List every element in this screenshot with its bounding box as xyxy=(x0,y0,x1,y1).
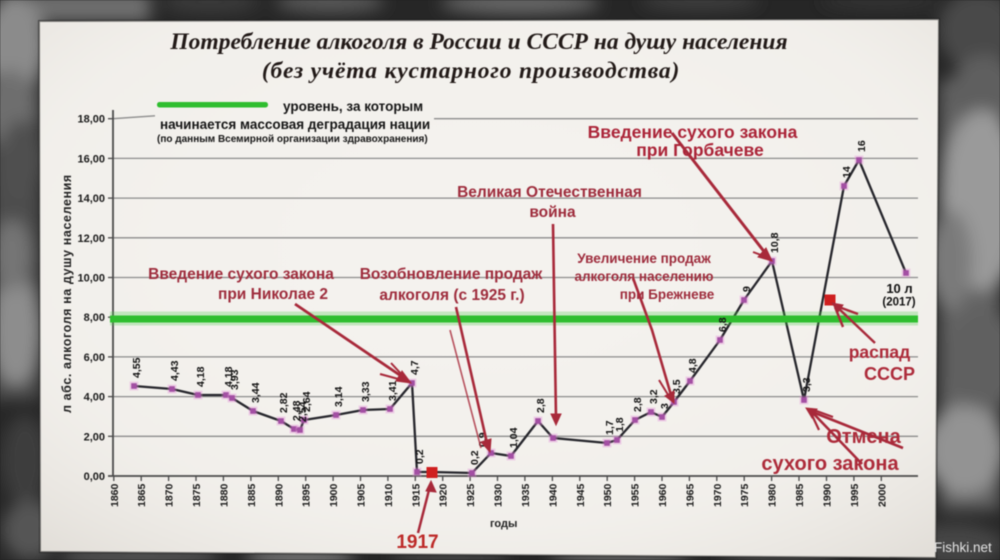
svg-text:4,43: 4,43 xyxy=(169,360,181,381)
svg-text:3,2: 3,2 xyxy=(648,389,660,404)
svg-text:уровень, за которым: уровень, за которым xyxy=(283,99,423,114)
svg-text:1917: 1917 xyxy=(396,532,438,553)
svg-text:6,8: 6,8 xyxy=(717,317,729,332)
svg-text:1870: 1870 xyxy=(164,483,176,507)
svg-text:годы: годы xyxy=(490,518,517,530)
svg-text:4,8: 4,8 xyxy=(687,358,699,373)
svg-text:Потребление алкоголя в России: Потребление алкоголя в России и СССР на … xyxy=(169,29,787,55)
svg-text:Fishki.net: Fishki.net xyxy=(934,540,992,555)
svg-text:4,18: 4,18 xyxy=(223,366,235,387)
svg-text:1975: 1975 xyxy=(739,483,751,507)
svg-text:1930: 1930 xyxy=(493,483,505,507)
svg-text:алкоголя (с 1925 г.): алкоголя (с 1925 г.) xyxy=(379,287,524,304)
svg-text:3,33: 3,33 xyxy=(360,381,372,402)
svg-text:(без учёта кустарного производ: (без учёта кустарного производства) xyxy=(262,58,680,84)
svg-text:18,00: 18,00 xyxy=(77,114,105,126)
svg-text:Великая Отечественная: Великая Отечественная xyxy=(457,184,642,201)
svg-text:9: 9 xyxy=(741,286,753,292)
svg-text:(по данным Всемирной организац: (по данным Всемирной организации здравох… xyxy=(157,134,428,145)
svg-text:3,41: 3,41 xyxy=(387,380,399,401)
svg-text:6,00: 6,00 xyxy=(84,352,105,364)
svg-text:2,48: 2,48 xyxy=(291,400,303,421)
svg-text:3: 3 xyxy=(659,403,671,409)
svg-text:0,00: 0,00 xyxy=(84,471,105,483)
svg-text:4,00: 4,00 xyxy=(84,392,105,404)
svg-text:война: война xyxy=(529,204,576,221)
svg-text:2000: 2000 xyxy=(876,483,888,507)
svg-text:16: 16 xyxy=(856,140,868,152)
svg-text:2,82: 2,82 xyxy=(278,392,290,413)
svg-text:1915: 1915 xyxy=(410,483,422,507)
svg-text:3,14: 3,14 xyxy=(333,386,345,407)
svg-text:14: 14 xyxy=(841,166,853,178)
svg-text:1,8: 1,8 xyxy=(614,417,626,432)
svg-text:1885: 1885 xyxy=(246,483,258,507)
svg-text:1910: 1910 xyxy=(383,483,395,507)
svg-text:1890: 1890 xyxy=(273,483,285,507)
svg-text:4,7: 4,7 xyxy=(409,360,421,375)
svg-text:1980: 1980 xyxy=(767,483,779,507)
svg-text:1900: 1900 xyxy=(328,483,340,507)
svg-text:(2017): (2017) xyxy=(882,297,915,309)
svg-text:1950: 1950 xyxy=(602,483,614,507)
svg-text:1940: 1940 xyxy=(547,483,559,507)
svg-text:0,2: 0,2 xyxy=(414,449,426,464)
svg-text:1985: 1985 xyxy=(794,483,806,507)
svg-text:8,00: 8,00 xyxy=(84,312,105,324)
svg-text:1960: 1960 xyxy=(657,483,669,507)
svg-text:1880: 1880 xyxy=(218,483,230,507)
svg-text:1945: 1945 xyxy=(575,483,587,507)
svg-text:Отмена: Отмена xyxy=(826,426,901,448)
svg-text:1935: 1935 xyxy=(520,483,532,507)
svg-text:1965: 1965 xyxy=(684,483,696,507)
svg-text:2,8: 2,8 xyxy=(632,397,644,412)
svg-text:3,5: 3,5 xyxy=(671,379,683,394)
svg-text:16,00: 16,00 xyxy=(77,153,105,165)
svg-text:при Горбачеве: при Горбачеве xyxy=(636,140,764,160)
svg-text:алкоголя населению: алкоголя населению xyxy=(574,269,713,284)
svg-text:сухого закона: сухого закона xyxy=(761,453,899,475)
svg-text:1925: 1925 xyxy=(465,483,477,507)
svg-text:14,00: 14,00 xyxy=(77,193,105,205)
svg-text:1955: 1955 xyxy=(630,483,642,507)
svg-text:Введение сухого закона: Введение сухого закона xyxy=(148,266,334,283)
svg-text:4,55: 4,55 xyxy=(131,357,143,378)
svg-text:СССР: СССР xyxy=(864,364,915,384)
svg-text:3,44: 3,44 xyxy=(250,382,262,403)
svg-text:1995: 1995 xyxy=(849,483,861,507)
svg-text:0,2: 0,2 xyxy=(469,450,481,465)
svg-text:2,8: 2,8 xyxy=(535,398,547,413)
svg-text:1905: 1905 xyxy=(356,483,368,507)
svg-text:л абс. алкоголя на душу населе: л абс. алкоголя на душу населения xyxy=(60,174,74,413)
svg-text:2,54: 2,54 xyxy=(297,401,309,422)
svg-text:3,93: 3,93 xyxy=(229,369,241,390)
svg-text:2,00: 2,00 xyxy=(84,431,105,443)
svg-text:распад: распад xyxy=(849,342,911,362)
svg-text:начинается массовая деградация: начинается массовая деградация нации xyxy=(160,117,430,132)
svg-text:10,8: 10,8 xyxy=(769,232,781,253)
svg-text:1860: 1860 xyxy=(109,483,121,507)
svg-text:Введение сухого закона: Введение сухого закона xyxy=(588,122,798,142)
svg-text:1920: 1920 xyxy=(438,483,450,507)
svg-text:1,04: 1,04 xyxy=(508,427,520,448)
svg-text:при Брежневе: при Брежневе xyxy=(620,287,715,302)
svg-text:Возобновление продаж: Возобновление продаж xyxy=(360,266,544,283)
svg-text:10,00: 10,00 xyxy=(77,273,105,285)
svg-text:12,00: 12,00 xyxy=(77,233,105,245)
svg-text:4,18: 4,18 xyxy=(195,366,207,387)
svg-text:2,64: 2,64 xyxy=(301,391,313,412)
svg-text:10 л: 10 л xyxy=(886,281,912,296)
svg-text:1865: 1865 xyxy=(136,483,148,507)
svg-text:1895: 1895 xyxy=(301,483,313,507)
svg-text:Увеличение продаж: Увеличение продаж xyxy=(577,251,711,266)
svg-text:3,3: 3,3 xyxy=(801,377,813,392)
svg-text:1970: 1970 xyxy=(712,483,724,507)
svg-text:при Николае 2: при Николае 2 xyxy=(218,286,328,303)
svg-text:1990: 1990 xyxy=(822,483,834,507)
svg-text:1875: 1875 xyxy=(191,483,203,507)
svg-text:1,7: 1,7 xyxy=(604,420,616,435)
